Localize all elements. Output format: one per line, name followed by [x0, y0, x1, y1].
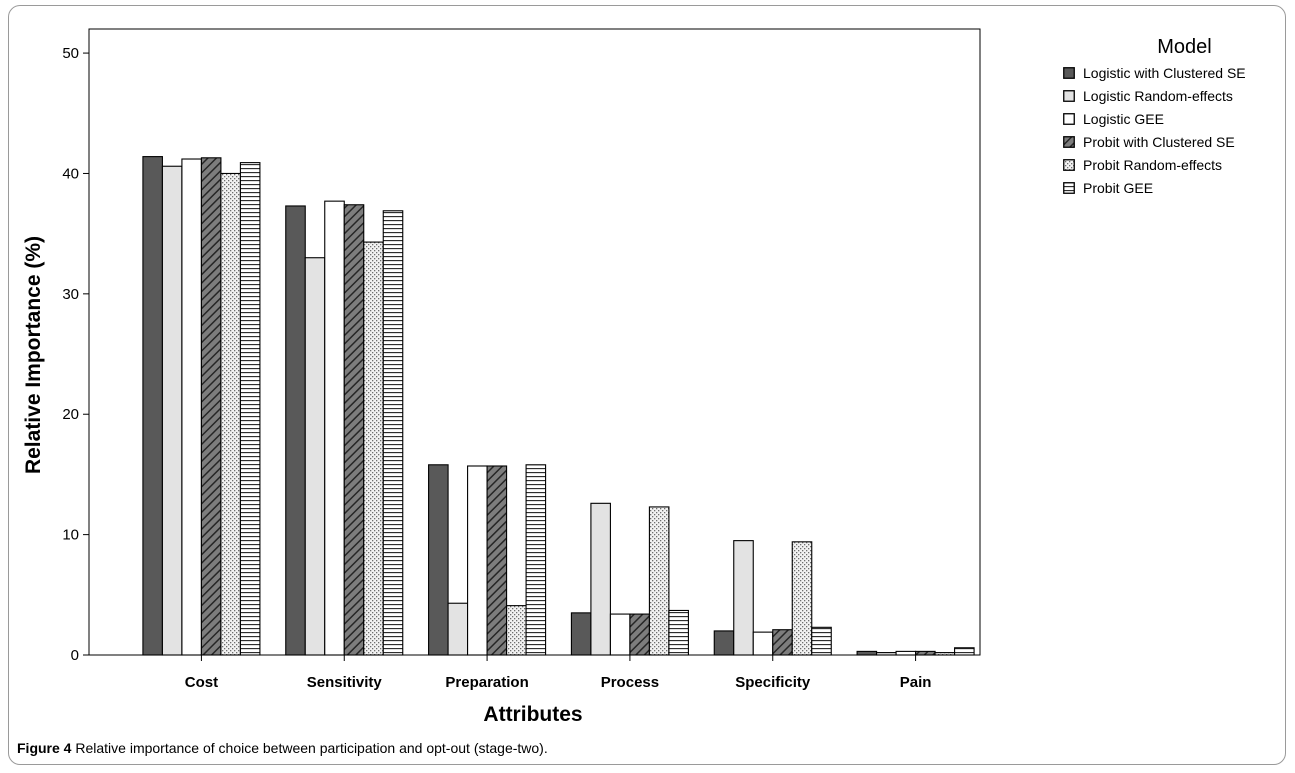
legend-swatch-fill — [1063, 158, 1075, 171]
bar-diagonal — [629, 613, 650, 656]
bar-white — [467, 465, 488, 656]
legend-item: Logistic with Clustered SE — [1063, 61, 1283, 84]
bar-dots — [363, 241, 384, 656]
legend-label: Logistic GEE — [1083, 110, 1164, 127]
bar-solid-dark — [570, 612, 592, 656]
y-tick-label: 0 — [71, 647, 79, 664]
legend-label: Probit Random-effects — [1083, 156, 1223, 173]
bar-solid-dark — [142, 156, 163, 656]
y-tick-label: 50 — [62, 45, 79, 62]
x-tick-label: Pain — [900, 674, 932, 691]
bar-solid-dark — [428, 464, 449, 656]
bar-dots — [648, 506, 670, 656]
legend-swatch — [1063, 135, 1075, 148]
x-axis-title: Attributes — [483, 703, 583, 726]
bar-solid-light — [304, 257, 326, 656]
bar-white — [609, 613, 631, 656]
x-tick-label: Cost — [185, 674, 218, 691]
legend-label: Probit with Clustered SE — [1083, 133, 1235, 150]
bar-dots — [220, 172, 241, 656]
bar-diagonal — [915, 650, 936, 656]
x-tick-label: Sensitivity — [307, 674, 383, 691]
legend-swatch — [1063, 112, 1075, 125]
bar-horizontal — [239, 162, 261, 656]
legend-label: Probit GEE — [1083, 179, 1154, 196]
legend-swatch-fill — [1063, 181, 1075, 194]
legend-item: Probit GEE — [1063, 176, 1283, 199]
legend-swatch-fill — [1063, 135, 1075, 148]
x-tick-label: Specificity — [735, 674, 811, 691]
legend-item: Probit with Clustered SE — [1063, 130, 1283, 153]
bar-horizontal — [382, 210, 404, 656]
legend-label: Logistic with Clustered SE — [1083, 64, 1246, 81]
legend-swatch — [1063, 158, 1075, 171]
bar-solid-dark — [856, 650, 878, 656]
bar-solid-dark — [713, 630, 735, 656]
bar-horizontal — [668, 609, 689, 656]
bar-white — [895, 650, 917, 656]
x-axis: Cost Sensitivity Preparation Process Specifi… — [185, 655, 932, 691]
bar-diagonal — [200, 157, 222, 656]
legend-swatch-fill — [1063, 112, 1075, 125]
bar-solid-light — [876, 652, 897, 656]
legend-swatch — [1063, 66, 1075, 79]
y-tick-label: 40 — [62, 165, 79, 182]
y-axis: 0 10 20 30 40 50 — [62, 45, 89, 664]
legend: Model Logistic with Clustered SE Logistic… — [1063, 36, 1283, 199]
bar-solid-dark — [285, 205, 306, 656]
figure-caption-text: Relative importance of choice between pa… — [75, 740, 548, 756]
bar-solid-light — [161, 165, 183, 656]
figure-caption: Figure 4 Relative importance of choice b… — [17, 740, 548, 756]
bar-horizontal — [811, 626, 832, 656]
bar-diagonal — [486, 465, 508, 656]
bar-solid-light — [447, 602, 469, 656]
bar-diagonal — [772, 629, 793, 656]
legend-item: Probit Random-effects — [1063, 153, 1283, 176]
x-tick-label: Preparation — [445, 674, 528, 691]
x-tick-label: Process — [601, 674, 659, 691]
bar-horizontal — [954, 647, 975, 656]
legend-title: Model — [1157, 36, 1212, 58]
y-tick-label: 20 — [62, 406, 79, 423]
bar-dots — [506, 605, 527, 656]
bar-dots — [934, 652, 956, 656]
legend-label: Logistic Random-effects — [1083, 87, 1233, 104]
y-tick-label: 10 — [62, 527, 79, 544]
bar-diagonal — [343, 204, 365, 656]
bar-dots — [791, 541, 813, 656]
bar-white — [752, 631, 774, 656]
legend-swatch — [1063, 89, 1075, 102]
bar-horizontal — [525, 464, 547, 656]
legend-swatch — [1063, 181, 1075, 194]
figure-caption-label: Figure 4 — [17, 740, 72, 756]
legend-swatch-fill — [1063, 89, 1075, 102]
bar-solid-light — [733, 540, 754, 656]
bar-white — [181, 158, 202, 656]
legend-swatch-fill — [1063, 66, 1075, 79]
legend-item: Logistic GEE — [1063, 107, 1283, 130]
bar-solid-light — [590, 502, 611, 656]
y-tick-label: 30 — [62, 286, 79, 303]
bar-white — [324, 200, 345, 656]
bars — [142, 156, 975, 656]
legend-item: Logistic Random-effects — [1063, 84, 1283, 107]
